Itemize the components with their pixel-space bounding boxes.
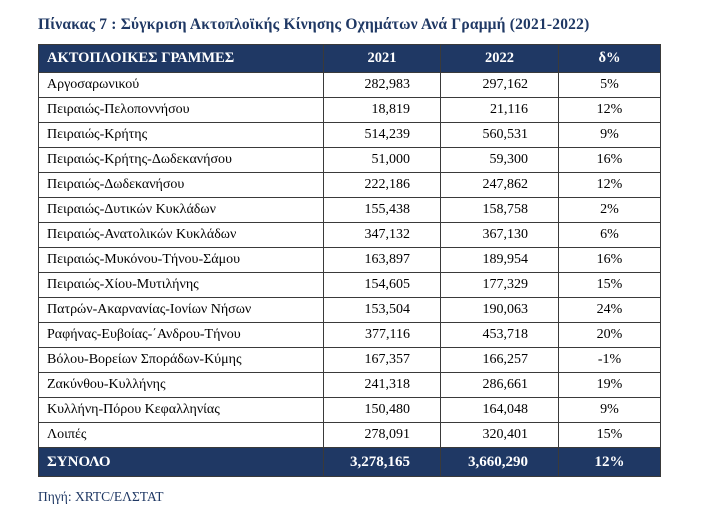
line-cell: Πειραιώς-Πελοποννήσου [38,97,324,123]
line-cell: Πειραιώς-Κρήτης-Δωδεκανήσου [38,147,324,173]
col-header-2021: 2021 [323,44,441,73]
delta-cell: 9% [558,122,661,148]
delta-cell: 12% [558,97,661,123]
table-row: Αργοσαρωνικού 282,983 297,162 5% [38,72,661,98]
delta-cell: 20% [558,322,661,348]
value-2022-cell: 190,063 [440,297,559,323]
line-cell: Κυλλήνη-Πόρου Κεφαλληνίας [38,397,324,423]
table-row: Πειραιώς-Ανατολικών Κυκλάδων 347,132 367,1… [38,222,661,248]
table-row: Κυλλήνη-Πόρου Κεφαλληνίας 150,480 164,048 9… [38,397,661,423]
table-row: Βόλου-Βορείων Σποράδων-Κύμης 167,357 166,2… [38,347,661,373]
value-2021-cell: 377,116 [323,322,441,348]
table-row: Πειραιώς-Χίου-Μυτιλήνης 154,605 177,329 15% [38,272,661,298]
line-cell: Βόλου-Βορείων Σποράδων-Κύμης [38,347,324,373]
delta-cell: 2% [558,197,661,223]
delta-cell: 19% [558,372,661,398]
value-2021-cell: 167,357 [323,347,441,373]
line-cell: Αργοσαρωνικού [38,72,324,98]
value-2022-cell: 560,531 [440,122,559,148]
table-row: Ζακύνθου-Κυλλήνης 241,318 286,661 19% [38,372,661,398]
value-2021-cell: 155,438 [323,197,441,223]
total-delta-value: 12% [558,447,661,477]
table-row: Πειραιώς-Δυτικών Κυκλάδων 155,438 158,758 2… [38,197,661,223]
value-2021-cell: 18,819 [323,97,441,123]
table-row: Πατρών-Ακαρνανίας-Ιονίων Νήσων 153,504 190… [38,297,661,323]
table-row: Ραφήνας-Ευβοίας-΄Ανδρου-Τήνου 377,116 453,… [38,322,661,348]
line-cell: Πειραιώς-Δωδεκανήσου [38,172,324,198]
table-row: Πειραιώς-Μυκόνου-Τήνου-Σάμου 163,897 189,9… [38,247,661,273]
value-2022-cell: 158,758 [440,197,559,223]
value-2021-cell: 154,605 [323,272,441,298]
delta-cell: 12% [558,172,661,198]
line-cell: Ζακύνθου-Κυλλήνης [38,372,324,398]
value-2022-cell: 189,954 [440,247,559,273]
value-2021-cell: 241,318 [323,372,441,398]
col-header-lines: ΑΚΤΟΠΛΟΙΚΕΣ ΓΡΑΜΜΕΣ [38,44,324,73]
total-2022-value: 3,660,290 [440,447,559,477]
value-2021-cell: 163,897 [323,247,441,273]
value-2022-cell: 21,116 [440,97,559,123]
table-title: Πίνακας 7 : Σύγκριση Ακτοπλοϊκής Κίνησης… [38,16,590,33]
delta-cell: 6% [558,222,661,248]
col-header-delta: δ% [558,44,661,73]
col-header-2022: 2022 [440,44,559,73]
line-cell: Πειραιώς-Χίου-Μυτιλήνης [38,272,324,298]
line-cell: Πειραιώς-Δυτικών Κυκλάδων [38,197,324,223]
value-2022-cell: 166,257 [440,347,559,373]
value-2022-cell: 320,401 [440,422,559,448]
value-2022-cell: 177,329 [440,272,559,298]
table-row: Πειραιώς-Κρήτης 514,239 560,531 9% [38,122,661,148]
table-row: Πειραιώς-Κρήτης-Δωδεκανήσου 51,000 59,300 1… [38,147,661,173]
total-label: ΣΥΝΟΛΟ [38,447,324,477]
value-2022-cell: 367,130 [440,222,559,248]
delta-cell: 24% [558,297,661,323]
table-row: Πειραιώς-Δωδεκανήσου 222,186 247,862 12% [38,172,661,198]
value-2022-cell: 286,661 [440,372,559,398]
line-cell: Ραφήνας-Ευβοίας-΄Ανδρου-Τήνου [38,322,324,348]
value-2021-cell: 153,504 [323,297,441,323]
line-cell: Πειραιώς-Μυκόνου-Τήνου-Σάμου [38,247,324,273]
line-cell: Λοιπές [38,422,324,448]
value-2022-cell: 164,048 [440,397,559,423]
delta-cell: 5% [558,72,661,98]
value-2021-cell: 278,091 [323,422,441,448]
delta-cell: 9% [558,397,661,423]
table-row: Λοιπές 278,091 320,401 15% [38,422,661,448]
table-row: Πειραιώς-Πελοποννήσου 18,819 21,116 12% [38,97,661,123]
table-header-row: ΑΚΤΟΠΛΟΙΚΕΣ ΓΡΑΜΜΕΣ 2021 2022 δ% [38,44,661,73]
value-2021-cell: 282,983 [323,72,441,98]
line-cell: Πατρών-Ακαρνανίας-Ιονίων Νήσων [38,297,324,323]
value-2021-cell: 514,239 [323,122,441,148]
total-row: ΣΥΝΟΛΟ 3,278,165 3,660,290 12% [38,447,661,477]
value-2022-cell: 59,300 [440,147,559,173]
value-2022-cell: 297,162 [440,72,559,98]
delta-cell: 15% [558,272,661,298]
value-2021-cell: 347,132 [323,222,441,248]
value-2022-cell: 247,862 [440,172,559,198]
total-2021-value: 3,278,165 [323,447,441,477]
source-note: Πηγή: XRTC/ΕΛΣΤΑΤ [38,489,164,504]
table-body: Αργοσαρωνικού 282,983 297,162 5% Πειραιώς-Πε… [38,72,661,448]
line-cell: Πειραιώς-Κρήτης [38,122,324,148]
value-2022-cell: 453,718 [440,322,559,348]
value-2021-cell: 222,186 [323,172,441,198]
traffic-table: ΑΚΤΟΠΛΟΙΚΕΣ ΓΡΑΜΜΕΣ 2021 2022 δ% Αργοσαρ… [38,44,661,477]
delta-cell: 16% [558,247,661,273]
value-2021-cell: 150,480 [323,397,441,423]
delta-cell: 16% [558,147,661,173]
delta-cell: -1% [558,347,661,373]
delta-cell: 15% [558,422,661,448]
value-2021-cell: 51,000 [323,147,441,173]
line-cell: Πειραιώς-Ανατολικών Κυκλάδων [38,222,324,248]
